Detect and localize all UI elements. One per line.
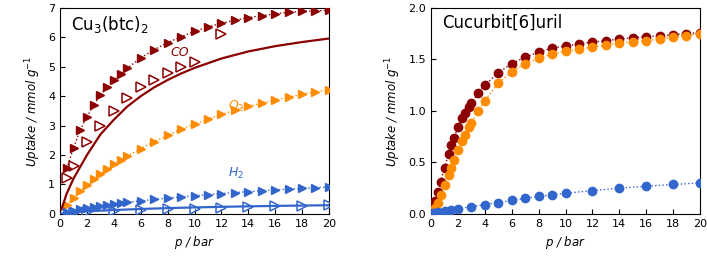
X-axis label: $p$ / bar: $p$ / bar [545,234,586,251]
Text: Cucurbit[6]uril: Cucurbit[6]uril [442,14,562,32]
Y-axis label: Uptake / mmol g$^{-1}$: Uptake / mmol g$^{-1}$ [23,55,42,167]
Text: Cu$_3$(btc)$_2$: Cu$_3$(btc)$_2$ [71,14,148,35]
Text: O$_2$: O$_2$ [228,98,245,114]
Y-axis label: Uptake / mmol g$^{-1}$: Uptake / mmol g$^{-1}$ [383,55,403,167]
X-axis label: $p$ / bar: $p$ / bar [174,234,215,251]
Text: CO: CO [170,46,189,59]
Text: H$_2$: H$_2$ [228,166,244,181]
